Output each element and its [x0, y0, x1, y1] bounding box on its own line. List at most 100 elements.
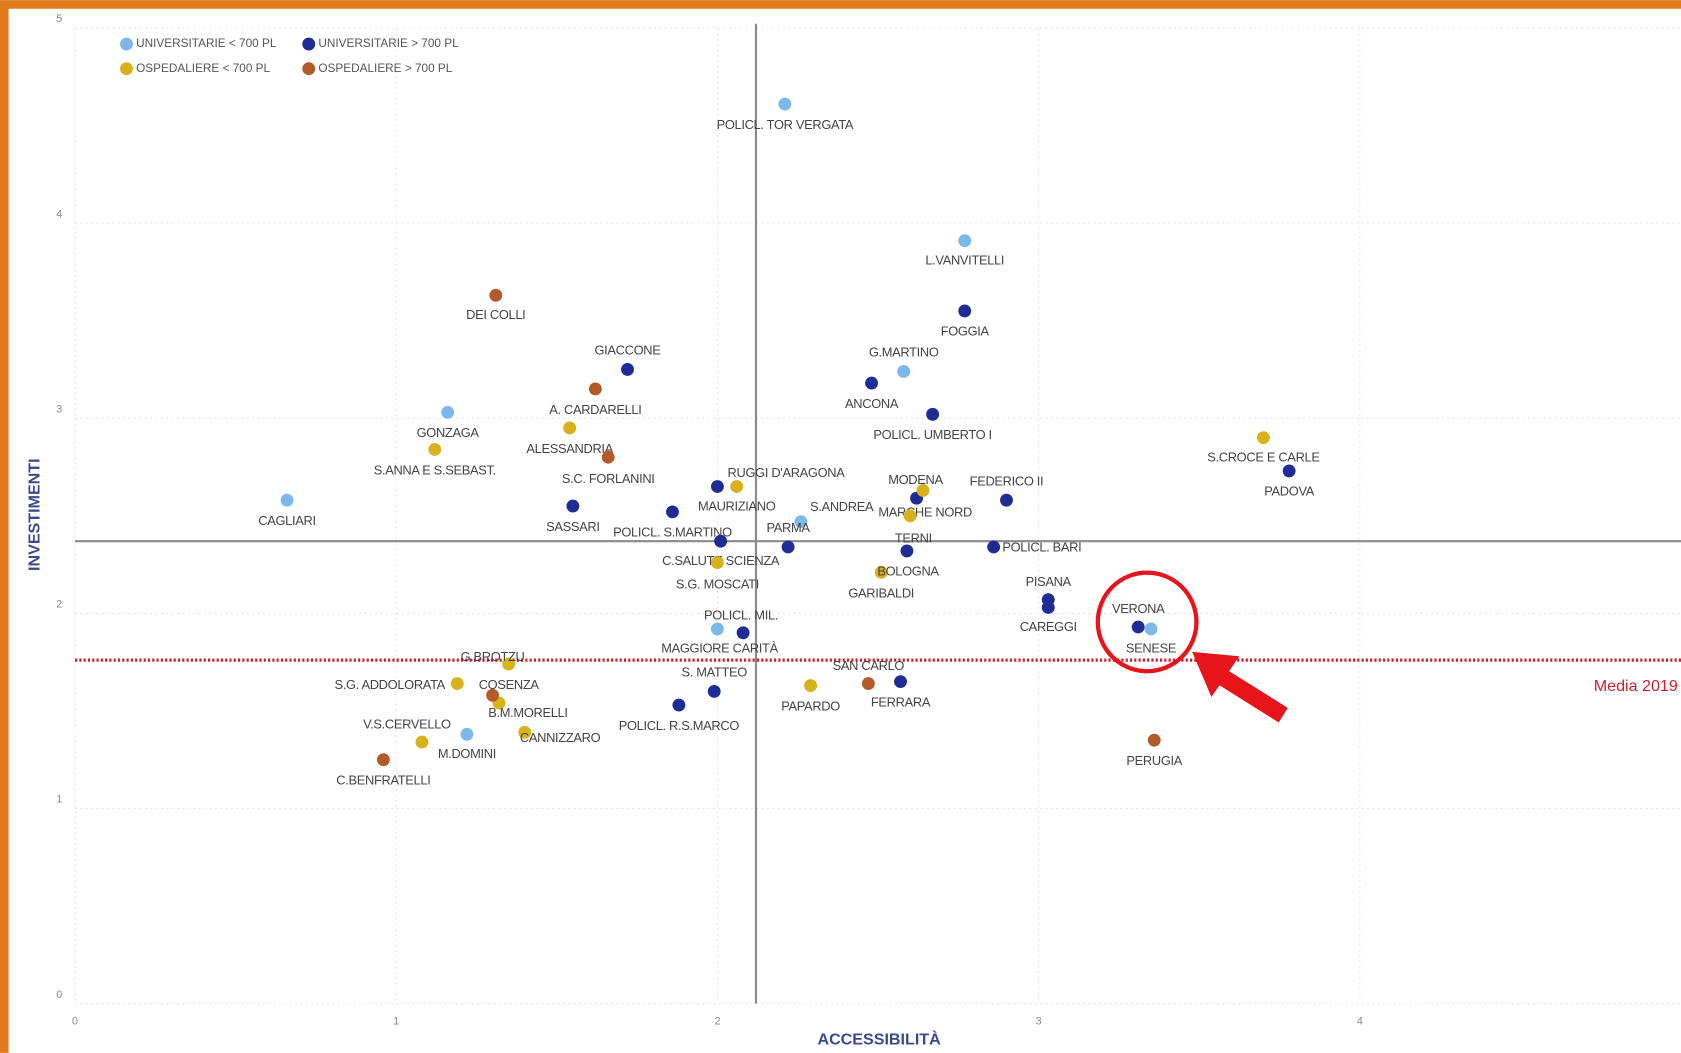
data-point [489, 288, 503, 302]
data-point [1282, 464, 1296, 478]
legend-marker [120, 37, 133, 51]
data-point [781, 540, 795, 554]
data-point [903, 509, 917, 523]
point-label: MAGGIORE CARITÀ [661, 640, 778, 655]
data-point [916, 483, 930, 497]
point-label: L.VANVITELLI [925, 252, 1004, 267]
arrow-head [1192, 651, 1240, 697]
legend-marker [302, 37, 316, 51]
point-label: CAGLIARI [258, 513, 315, 528]
point-label: RUGGI D'ARAGONA [728, 465, 846, 480]
point-label: FEDERICO II [970, 473, 1044, 488]
data-point [486, 688, 500, 702]
point-label: POLICL. UMBERTO I [873, 427, 991, 442]
data-point [563, 421, 577, 435]
data-point [710, 556, 724, 570]
legend-marker [302, 62, 316, 76]
data-point [428, 443, 442, 456]
data-point [894, 675, 907, 689]
point-label: PADOVA [1264, 484, 1315, 499]
data-point [861, 677, 875, 691]
point-label: POLICL. S.MARTINO [613, 525, 732, 540]
legend-label: OSPEDALIERE > 700 PL [318, 62, 452, 75]
plot: 0 1 2 3 4 5 0 1 2 3 4 Media 2019 POLICL. TOR VERGATA… [56, 13, 1681, 1028]
point-label: POLICL. BARI [1002, 539, 1081, 554]
reference-label: Media 2019 [1594, 677, 1678, 695]
data-point [730, 480, 744, 493]
data-point [460, 727, 474, 741]
legend-label: OSPEDALIERE < 700 PL [136, 62, 270, 75]
data-point [958, 234, 972, 248]
point-label: MARCHE NORD [878, 505, 972, 520]
point-label: GIACCONE [594, 343, 661, 358]
data-point [958, 304, 972, 318]
y-tick-label: 2 [56, 599, 62, 611]
point-label: C.BENFRATELLI [336, 773, 430, 788]
data-point [865, 376, 879, 390]
point-label: MAURIZIANO [698, 498, 776, 513]
point-label: GARIBALDI [848, 585, 914, 600]
point-label: TERNI [895, 530, 932, 545]
point-label: SASSARI [546, 519, 600, 534]
legend-label: UNIVERSITARIE < 700 PL [136, 37, 277, 50]
data-point [1144, 622, 1158, 636]
data-point [1041, 601, 1055, 614]
data-point [280, 493, 294, 507]
point-label: ANCONA [845, 396, 899, 411]
data-point [588, 382, 602, 396]
y-tick-label: 4 [56, 208, 62, 220]
y-tick-label: 1 [56, 794, 62, 806]
point-label: COSENZA [479, 677, 540, 692]
point-label: G.MARTINO [869, 345, 939, 360]
data-point [926, 407, 940, 421]
data-point [1131, 620, 1145, 634]
x-tick-label: 1 [393, 1016, 399, 1028]
data-point [736, 626, 750, 640]
data-point [778, 97, 792, 111]
data-point [621, 363, 634, 376]
highlight-circle [1095, 570, 1199, 674]
point-label: S.C. FORLANINI [562, 471, 655, 486]
legend-label: UNIVERSITARIE > 700 PL [318, 37, 459, 50]
point-label: CAREGGI [1020, 619, 1077, 634]
data-point [672, 698, 686, 712]
data-point [900, 544, 914, 558]
data-point [376, 753, 390, 767]
data-point [897, 364, 911, 378]
data-point [987, 540, 1001, 554]
y-tick-label: 0 [56, 989, 62, 1001]
y-axis-title: INVESTIMENTI [26, 458, 44, 571]
data-point [566, 499, 580, 513]
data-point [441, 405, 455, 419]
point-label: S.ANDREA [810, 499, 874, 514]
arrow-shaft [1215, 668, 1288, 723]
point-label: MODENA [888, 472, 943, 487]
point-label: S.CROCE E CARLE [1207, 449, 1320, 464]
point-label: GONZAGA [417, 425, 480, 440]
point-label: V.S.CERVELLO [363, 716, 451, 731]
data-point [1000, 493, 1013, 507]
data-point [415, 735, 429, 749]
data-point [710, 622, 724, 636]
point-label: PERUGIA [1126, 753, 1182, 768]
point-label: PARMA [767, 520, 811, 535]
data-point [707, 684, 721, 698]
point-label: SAN CARLO [833, 658, 905, 673]
point-label: S.G. MOSCATI [676, 577, 759, 592]
x-tick-label: 3 [1036, 1016, 1042, 1028]
point-label: FERRARA [871, 694, 931, 709]
point-label: ALESSANDRIA [526, 441, 613, 456]
data-point [518, 725, 532, 739]
point-label: S. MATTEO [681, 665, 747, 680]
data-point [1147, 733, 1161, 747]
point-label: VERONA [1112, 601, 1165, 616]
data-point [601, 450, 615, 464]
point-label: PAPARDO [781, 698, 840, 713]
data-point [450, 677, 464, 691]
point-label: POLICL. MIL. [704, 607, 778, 622]
y-tick-label: 3 [56, 403, 62, 415]
point-label: DEI COLLI [466, 307, 525, 322]
x-tick-label: 4 [1357, 1016, 1363, 1028]
